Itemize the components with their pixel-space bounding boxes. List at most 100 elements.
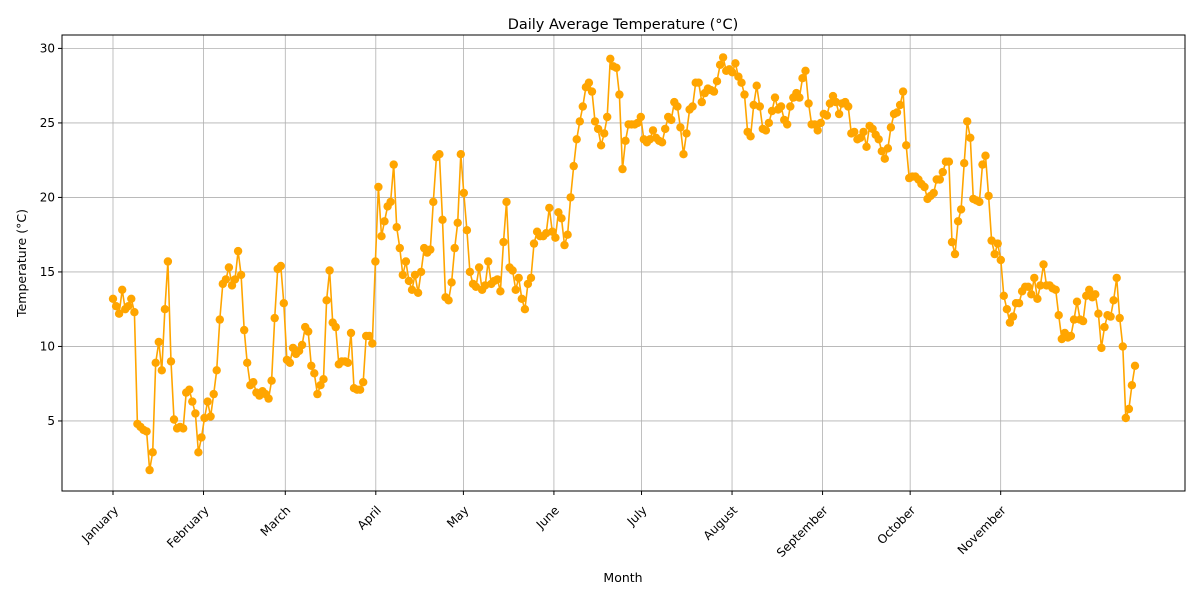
data-point (575, 117, 584, 126)
data-point (636, 112, 645, 122)
data-point (898, 87, 908, 96)
data-point (709, 87, 719, 96)
data-point (993, 239, 1002, 248)
data-point (450, 243, 459, 253)
data-point (596, 141, 606, 150)
data-point (966, 133, 975, 142)
data-point (322, 296, 331, 305)
data-point (359, 378, 368, 387)
data-point (621, 136, 630, 145)
data-point (413, 288, 423, 297)
data-point (996, 255, 1005, 265)
data-point (975, 197, 984, 207)
data-point (209, 389, 218, 399)
data-point (447, 278, 456, 287)
data-point (770, 93, 780, 102)
data-point (343, 358, 353, 367)
data-point (151, 358, 160, 367)
data-point (648, 126, 658, 135)
data-point (127, 294, 136, 303)
data-point (392, 223, 401, 232)
data-point (822, 111, 832, 120)
data-point (657, 138, 667, 147)
data-point (752, 81, 761, 90)
data-point (240, 325, 249, 335)
data-point (142, 427, 151, 436)
data-point (850, 127, 859, 137)
data-point (520, 305, 530, 314)
data-point (935, 175, 944, 184)
data-point (435, 150, 444, 159)
data-point (679, 150, 688, 159)
data-point (444, 296, 453, 305)
data-point (1106, 312, 1115, 321)
data-point (740, 90, 749, 99)
y-tick-label: 10 (40, 339, 55, 353)
data-point (474, 263, 484, 272)
data-point (776, 102, 786, 111)
data-point (929, 188, 938, 198)
data-point (697, 97, 706, 107)
data-point (804, 99, 813, 108)
data-point (834, 109, 844, 119)
data-point (593, 124, 603, 134)
data-point (606, 54, 615, 63)
y-tick-label: 5 (47, 414, 55, 428)
data-point (960, 159, 969, 168)
data-point (728, 68, 737, 77)
data-point (371, 257, 380, 266)
data-point (755, 102, 764, 111)
data-point (545, 203, 554, 213)
data-point (456, 150, 465, 159)
data-point (673, 102, 682, 111)
data-point (215, 315, 224, 324)
data-point (1115, 313, 1124, 323)
data-point (401, 257, 411, 266)
data-point (194, 448, 203, 457)
data-point (1112, 273, 1121, 283)
temperature-line (112, 54, 1136, 471)
data-point (816, 118, 825, 128)
data-point (1072, 297, 1082, 306)
data-point (484, 257, 493, 266)
data-point (188, 397, 197, 406)
data-point (612, 63, 621, 72)
data-point (587, 87, 597, 96)
data-point (764, 118, 774, 128)
data-point (953, 217, 963, 226)
data-point (377, 232, 386, 241)
data-point (529, 239, 539, 248)
data-point (1033, 294, 1042, 303)
data-point (676, 123, 685, 132)
data-point (380, 217, 389, 226)
data-point (511, 285, 520, 294)
data-point (859, 127, 868, 137)
data-point (221, 275, 231, 284)
data-point (502, 197, 511, 207)
data-point (956, 205, 966, 214)
data-point (981, 151, 990, 160)
data-point (233, 246, 243, 256)
data-point (224, 263, 234, 272)
data-point (560, 240, 569, 250)
data-point (1100, 322, 1109, 332)
data-point (731, 59, 740, 68)
data-point (310, 369, 319, 378)
data-point (902, 141, 911, 150)
data-point (355, 385, 365, 394)
data-point (179, 424, 188, 433)
data-point (1002, 305, 1012, 314)
data-point (569, 161, 578, 171)
data-point (325, 266, 334, 275)
data-point (499, 237, 508, 247)
data-point (154, 337, 163, 347)
data-point (618, 164, 627, 174)
chart-title: Daily Average Temperature (°C) (508, 17, 739, 33)
data-point (285, 358, 295, 367)
data-point (1091, 290, 1100, 299)
data-point (459, 188, 468, 198)
data-point (453, 218, 462, 227)
data-point (429, 197, 438, 207)
data-point (426, 245, 435, 254)
data-point (1078, 316, 1088, 326)
